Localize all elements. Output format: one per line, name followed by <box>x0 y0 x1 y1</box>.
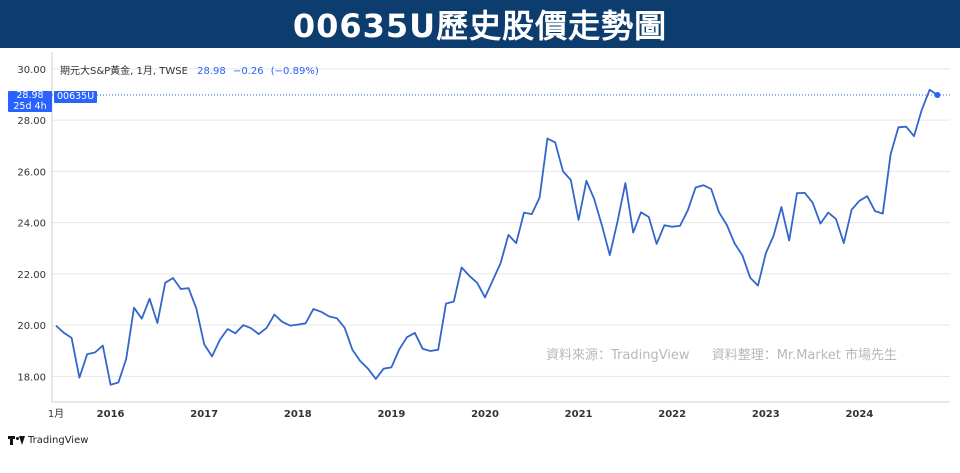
page-title: 00635U歷史股價走勢圖 <box>292 7 668 45</box>
x-tick-label: 2022 <box>658 409 686 420</box>
last-price-point <box>934 91 941 98</box>
x-tick-label: 2018 <box>284 409 312 420</box>
y-tick-label: 30.00 <box>17 65 46 76</box>
x-tick-label: 2021 <box>565 409 593 420</box>
series-line <box>55 88 938 386</box>
price-chart[interactable]: 18.00 20.00 22.00 24.00 26.00 28.00 30.00 1月 201… <box>0 48 960 428</box>
legend-change: −0.26 <box>232 66 264 77</box>
chart-legend: 期元大S&P黃金, 1月, TWSE 28.98 −0.26 (−0.89%) <box>60 62 319 77</box>
footer-brand-label: TradingView <box>28 434 89 446</box>
y-tick-label: 24.00 <box>17 219 46 230</box>
y-tick-label: 18.00 <box>17 372 46 383</box>
y-tick-label: 28.00 <box>17 116 46 127</box>
legend-price: 28.98 <box>197 66 226 77</box>
y-tick-label: 22.00 <box>17 270 46 281</box>
current-price-tag: 28.98 25d 4h <box>8 91 52 112</box>
tradingview-logo-icon <box>8 434 25 446</box>
x-tick-label: 2019 <box>377 409 405 420</box>
chart-area[interactable]: 18.00 20.00 22.00 24.00 26.00 28.00 30.00 1月 201… <box>0 48 960 428</box>
legend-percent: (−0.89%) <box>270 66 319 77</box>
x-tick-label: 1月 <box>48 408 64 420</box>
source-note: 資料來源：TradingView 資料整理：Mr.Market 市場先生 <box>546 344 915 363</box>
footer-brand[interactable]: TradingView <box>8 434 88 446</box>
x-tick-label: 2016 <box>97 409 125 420</box>
x-tick-label: 2020 <box>471 409 499 420</box>
symbol-tag: 00635U <box>54 91 98 103</box>
y-tick-label: 20.00 <box>17 321 46 332</box>
bar-countdown-label: 25d 4h <box>13 100 47 112</box>
x-tick-label: 2023 <box>752 409 780 420</box>
current-price-label: 28.98 <box>16 90 44 101</box>
y-tick-label: 26.00 <box>17 167 46 178</box>
source-note-right: 資料整理：Mr.Market 市場先生 <box>711 348 898 363</box>
source-note-left: 資料來源：TradingView <box>546 348 690 363</box>
title-banner: 00635U歷史股價走勢圖 <box>0 0 960 48</box>
x-tick-label: 2024 <box>845 409 873 420</box>
legend-symbol-name: 期元大S&P黃金, 1月, TWSE <box>60 66 188 77</box>
x-tick-label: 2017 <box>190 409 218 420</box>
